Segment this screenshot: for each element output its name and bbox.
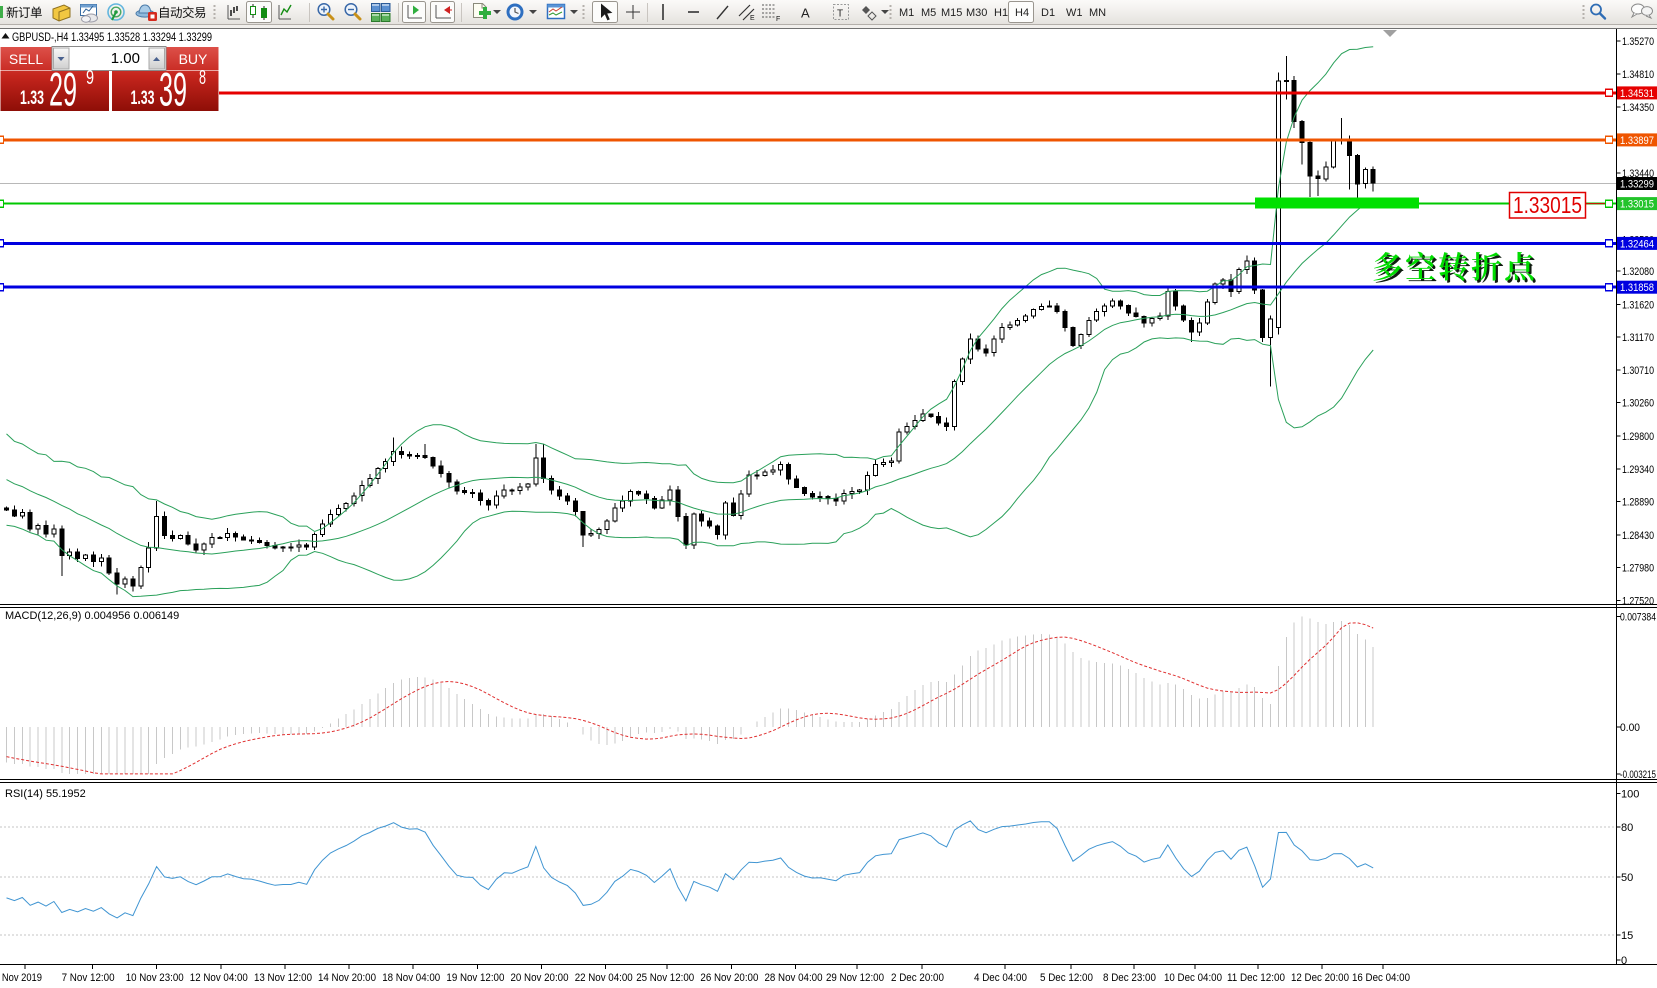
svg-text:MACD(12,26,9) 0.004956 0.00614: MACD(12,26,9) 0.004956 0.006149: [5, 610, 179, 622]
svg-text:1.30260: 1.30260: [1622, 398, 1654, 410]
svg-text:22 Nov 04:00: 22 Nov 04:00: [575, 972, 633, 984]
svg-text:4 Dec 04:00: 4 Dec 04:00: [974, 972, 1027, 984]
svg-text:MN: MN: [1089, 7, 1106, 19]
svg-text:1.30710: 1.30710: [1622, 365, 1654, 377]
svg-text:W1: W1: [1066, 7, 1083, 19]
svg-text:1.27980: 1.27980: [1622, 562, 1654, 574]
svg-text:H4: H4: [1015, 7, 1029, 19]
svg-text:18 Nov 04:00: 18 Nov 04:00: [382, 972, 440, 984]
svg-text:1.35270: 1.35270: [1622, 36, 1654, 48]
svg-text:29 Nov 12:00: 29 Nov 12:00: [826, 972, 884, 984]
svg-text:1.32080: 1.32080: [1622, 266, 1654, 278]
svg-text:1.28430: 1.28430: [1622, 530, 1654, 542]
svg-text:0.007384: 0.007384: [1620, 611, 1656, 623]
svg-text:1.32464: 1.32464: [1620, 238, 1654, 250]
svg-text:1.34531: 1.34531: [1620, 88, 1654, 100]
svg-text:RSI(14) 55.1952: RSI(14) 55.1952: [5, 788, 86, 800]
svg-text:1.33015: 1.33015: [1513, 192, 1582, 218]
svg-text:15: 15: [1621, 930, 1633, 942]
svg-text:T: T: [837, 9, 843, 20]
svg-text:A: A: [801, 6, 810, 21]
svg-text:1.33: 1.33: [20, 88, 44, 109]
svg-text:F: F: [776, 16, 780, 23]
svg-text:M1: M1: [899, 7, 914, 19]
svg-text:12 Dec 20:00: 12 Dec 20:00: [1291, 972, 1349, 984]
svg-text:10 Dec 04:00: 10 Dec 04:00: [1164, 972, 1222, 984]
svg-text:0: 0: [1621, 955, 1627, 967]
svg-text:1.00: 1.00: [111, 50, 140, 67]
svg-text:1.29340: 1.29340: [1622, 464, 1654, 476]
svg-text:1.33440: 1.33440: [1622, 168, 1654, 180]
svg-text:M5: M5: [921, 7, 936, 19]
svg-text:19 Nov 12:00: 19 Nov 12:00: [446, 972, 504, 984]
svg-text:1.27520: 1.27520: [1622, 596, 1654, 608]
svg-text:13 Nov 12:00: 13 Nov 12:00: [254, 972, 312, 984]
svg-text:1.34350: 1.34350: [1622, 102, 1654, 114]
svg-text:M15: M15: [941, 7, 962, 19]
svg-text:26 Nov 20:00: 26 Nov 20:00: [700, 972, 758, 984]
svg-text:14 Nov 20:00: 14 Nov 20:00: [318, 972, 376, 984]
svg-text:16 Dec 04:00: 16 Dec 04:00: [1352, 972, 1410, 984]
svg-text:0.00: 0.00: [1620, 722, 1640, 734]
svg-text:11 Dec 12:00: 11 Dec 12:00: [1227, 972, 1285, 984]
svg-text:25 Nov 12:00: 25 Nov 12:00: [636, 972, 694, 984]
svg-text:M30: M30: [966, 7, 987, 19]
svg-text:20 Nov 20:00: 20 Nov 20:00: [511, 972, 569, 984]
svg-text:50: 50: [1621, 872, 1633, 884]
svg-text:9: 9: [86, 67, 94, 89]
svg-text:1.33299: 1.33299: [1620, 179, 1654, 191]
svg-text:H1: H1: [994, 7, 1008, 19]
svg-text:100: 100: [1621, 789, 1639, 801]
svg-text:7 Nov 12:00: 7 Nov 12:00: [62, 972, 115, 984]
svg-text:GBPUSD-,H4 1.33495 1.33528 1.: GBPUSD-,H4 1.33495 1.33528 1.33294 1.332…: [12, 32, 212, 44]
svg-text:12 Nov 04:00: 12 Nov 04:00: [190, 972, 248, 984]
svg-text:1.31858: 1.31858: [1620, 282, 1654, 294]
svg-text:29: 29: [49, 63, 77, 116]
svg-text:1.31620: 1.31620: [1622, 299, 1654, 311]
svg-text:39: 39: [159, 63, 187, 116]
svg-text:8: 8: [199, 67, 206, 89]
svg-text:5 Dec 12:00: 5 Dec 12:00: [1040, 972, 1093, 984]
svg-text:-0.003215: -0.003215: [1620, 769, 1656, 781]
svg-text:1.29800: 1.29800: [1622, 431, 1654, 443]
svg-text:E: E: [750, 15, 755, 22]
svg-text:2 Dec 20:00: 2 Dec 20:00: [891, 972, 944, 984]
svg-text:80: 80: [1621, 822, 1633, 834]
svg-text:BUY: BUY: [179, 51, 208, 67]
svg-text:28 Nov 04:00: 28 Nov 04:00: [765, 972, 823, 984]
svg-text:SELL: SELL: [9, 51, 43, 67]
svg-text:1.33897: 1.33897: [1620, 135, 1654, 147]
svg-text:1.31170: 1.31170: [1622, 332, 1654, 344]
svg-text:1.28890: 1.28890: [1622, 497, 1654, 509]
svg-text:8 Dec 23:00: 8 Dec 23:00: [1103, 972, 1156, 984]
svg-text:1.33: 1.33: [131, 88, 155, 109]
svg-text:6 Nov 2019: 6 Nov 2019: [0, 972, 42, 984]
svg-text:1.34810: 1.34810: [1622, 69, 1654, 81]
svg-text:D1: D1: [1041, 7, 1055, 19]
svg-text:10 Nov 23:00: 10 Nov 23:00: [126, 972, 184, 984]
svg-text:1.33015: 1.33015: [1620, 199, 1654, 211]
